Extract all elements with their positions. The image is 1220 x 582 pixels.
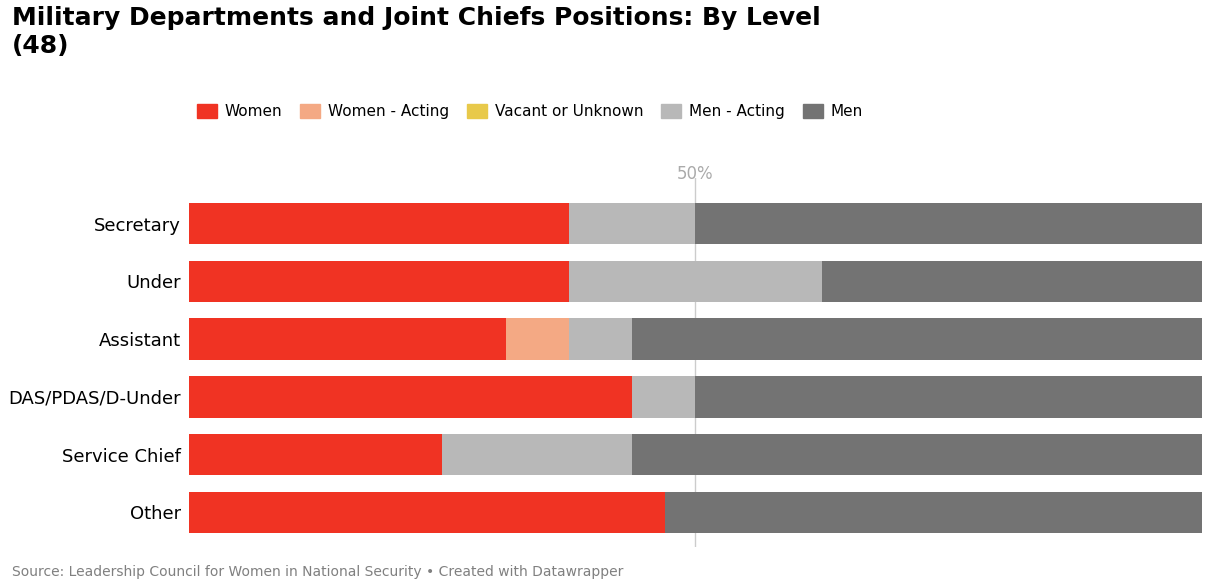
Bar xyxy=(189,203,569,244)
Bar xyxy=(569,203,695,244)
Bar xyxy=(189,261,569,302)
Bar xyxy=(695,376,1202,418)
Bar xyxy=(822,261,1202,302)
Bar xyxy=(189,318,505,360)
Bar xyxy=(505,318,569,360)
Bar xyxy=(632,434,1202,475)
Bar xyxy=(569,318,632,360)
Bar xyxy=(189,434,442,475)
Bar xyxy=(442,434,632,475)
Legend: Women, Women - Acting, Vacant or Unknown, Men - Acting, Men: Women, Women - Acting, Vacant or Unknown… xyxy=(196,104,863,119)
Bar xyxy=(665,492,1202,533)
Bar xyxy=(695,203,1202,244)
Bar xyxy=(189,492,665,533)
Bar xyxy=(189,376,632,418)
Text: Military Departments and Joint Chiefs Positions: By Level
(48): Military Departments and Joint Chiefs Po… xyxy=(12,6,821,58)
Bar xyxy=(569,261,822,302)
Bar xyxy=(632,318,1202,360)
Text: Source: Leadership Council for Women in National Security • Created with Datawra: Source: Leadership Council for Women in … xyxy=(12,565,623,579)
Bar xyxy=(632,376,695,418)
Text: 50%: 50% xyxy=(677,165,714,183)
